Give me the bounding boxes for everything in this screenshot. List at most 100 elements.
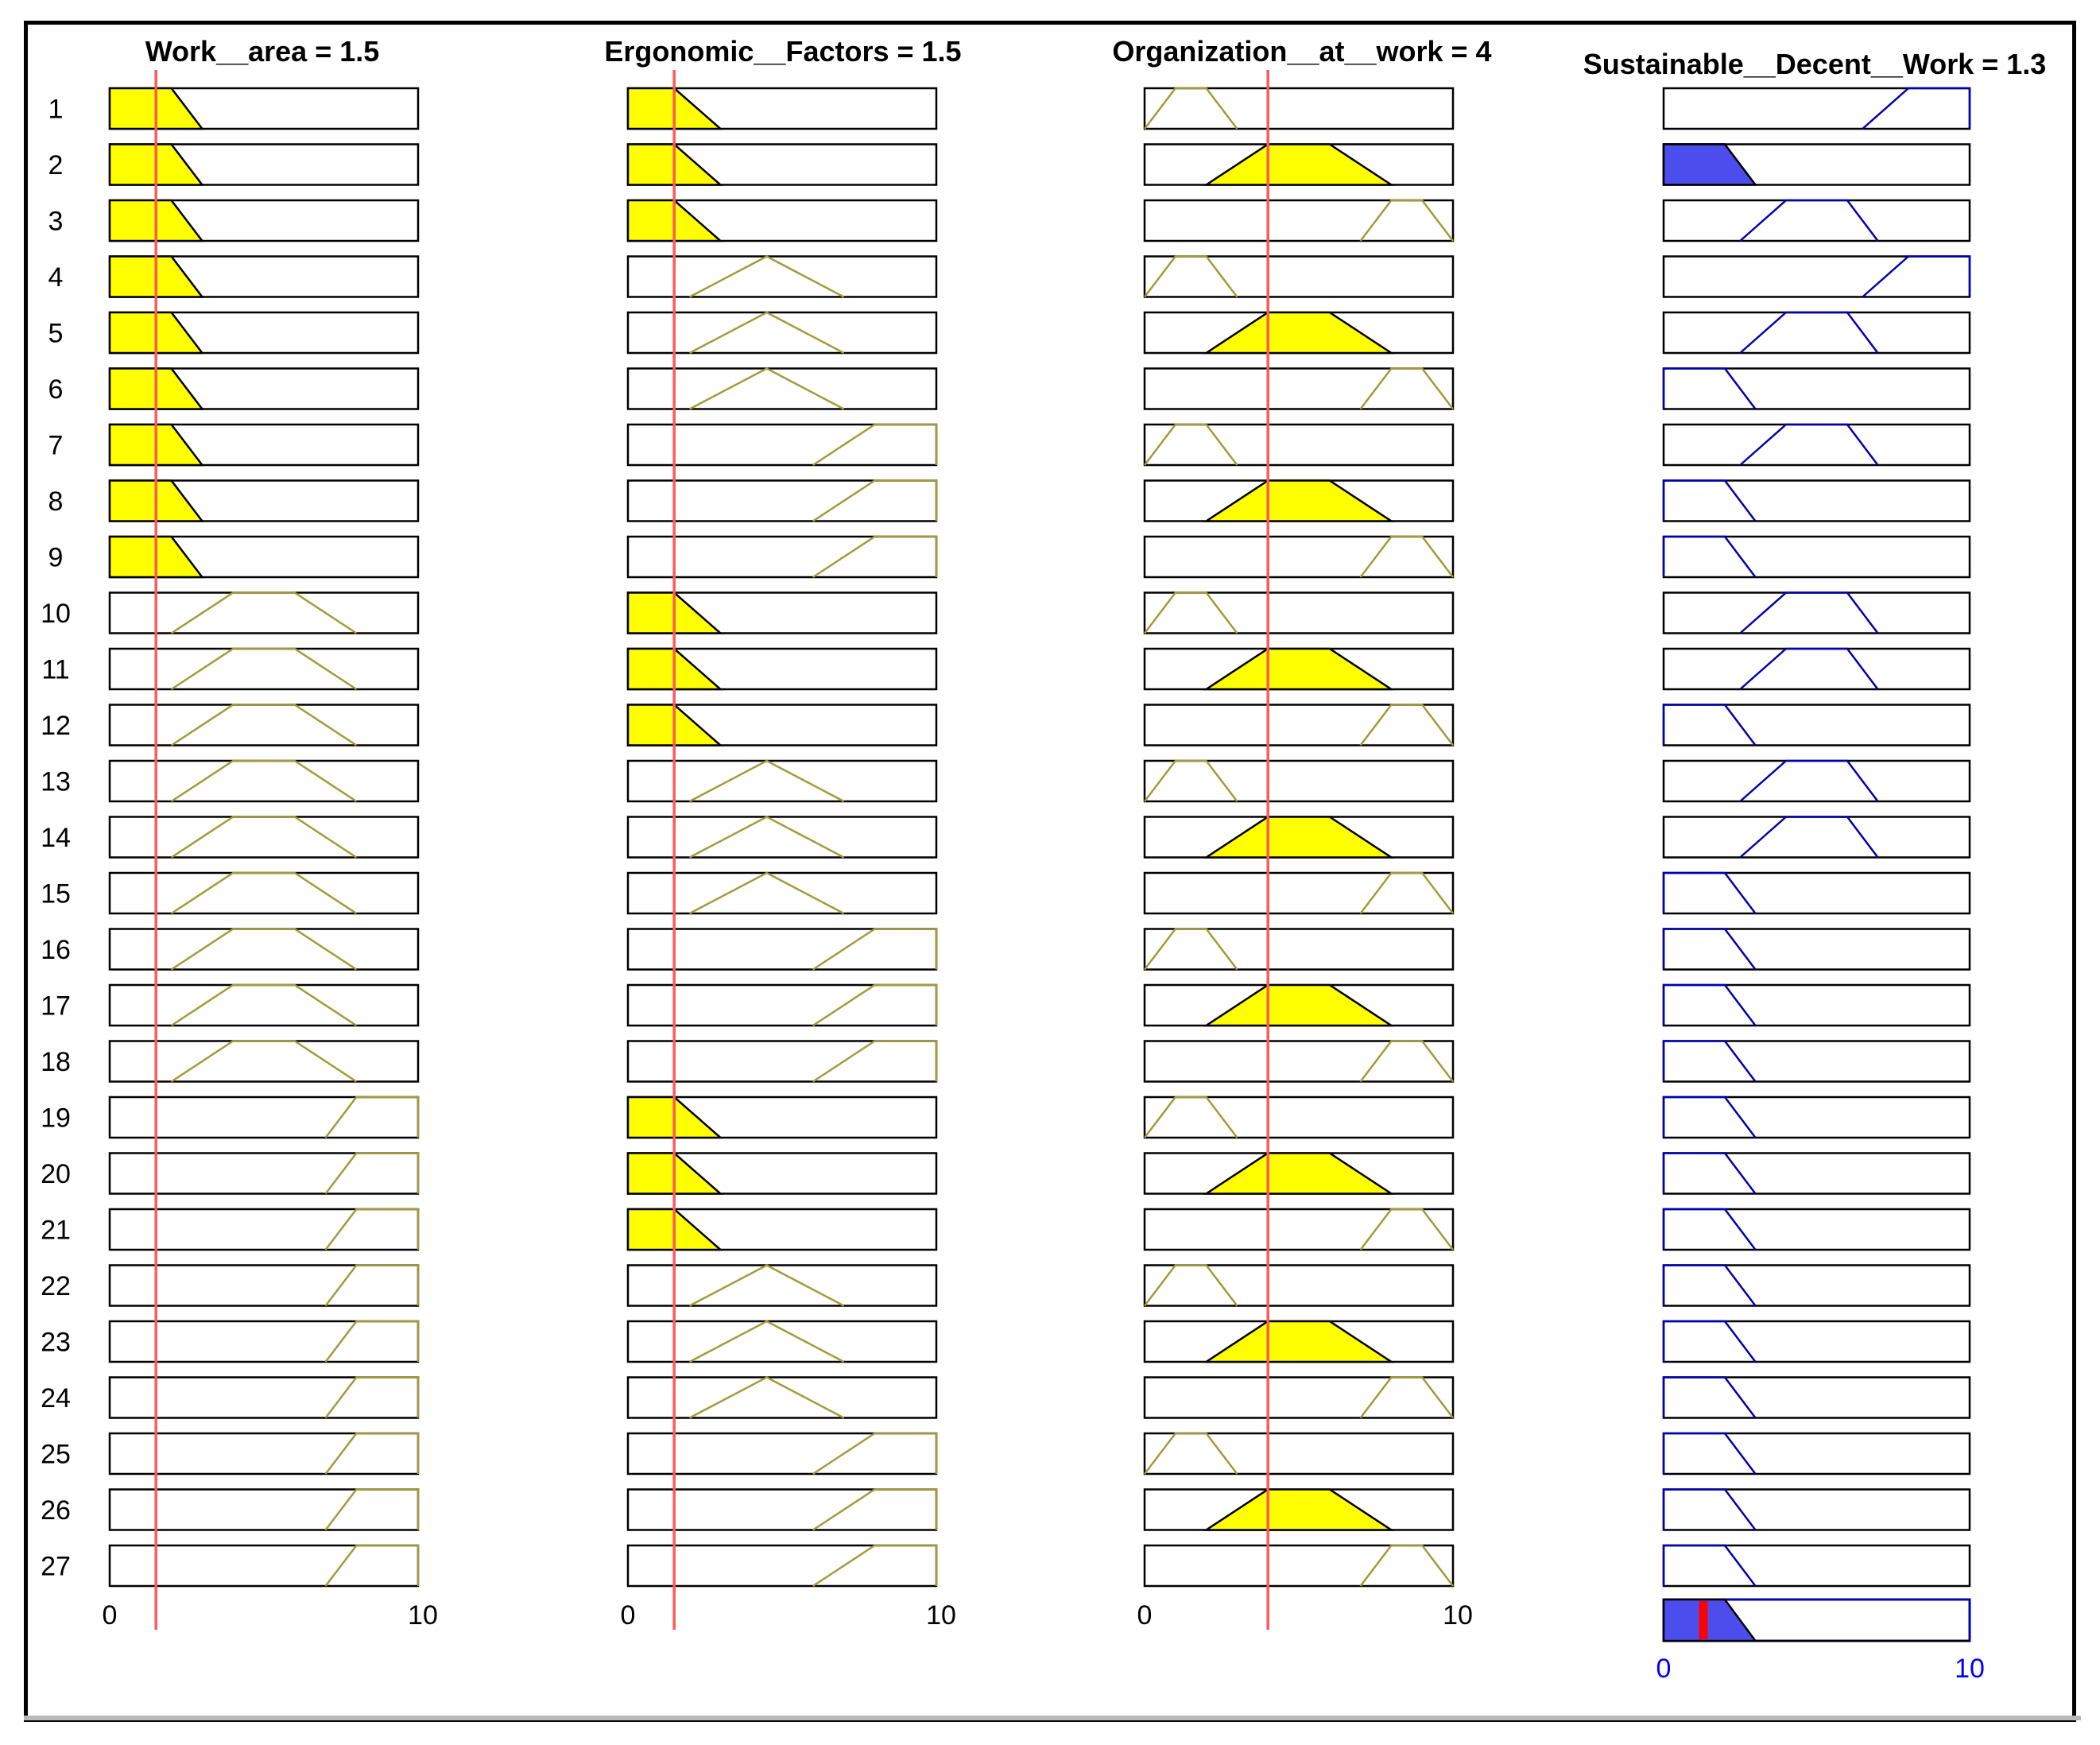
rule-number: 14 — [41, 823, 71, 853]
mf-box — [1662, 1320, 1971, 1363]
mf-box — [1143, 928, 1455, 971]
rule-16-organization__at__work-mf — [1143, 928, 1455, 971]
rule-row-17: 17 — [41, 983, 1971, 1027]
rule-5-work__area-mf — [108, 311, 420, 355]
rule-19-ergonomic__factors-mf — [626, 1095, 938, 1139]
rule-4-work__area-mf — [108, 255, 420, 298]
rule-4-organization__at__work-mf — [1143, 255, 1455, 298]
mf-box — [108, 1152, 420, 1195]
rule-number: 22 — [41, 1271, 71, 1301]
mf-outline — [1739, 199, 1879, 242]
rule-row-3: 3 — [48, 199, 1971, 242]
mf-outline — [1662, 1152, 1757, 1195]
mf-box — [626, 1376, 938, 1419]
rule-row-24: 24 — [41, 1376, 1971, 1419]
mf-box — [1662, 1095, 1971, 1139]
mf-outline — [324, 1095, 420, 1138]
rule-14-ergonomic__factors-mf — [626, 816, 938, 859]
mf-outline — [1144, 591, 1238, 634]
mf-outline — [1662, 1320, 1757, 1363]
rule-26-organization__at__work-mf — [1143, 1488, 1455, 1531]
rule-number: 6 — [48, 374, 64, 405]
rule-row-23: 23 — [41, 1320, 1971, 1363]
mf-outline — [1359, 1208, 1454, 1251]
mf-outline — [689, 367, 845, 410]
rule-6-ergonomic__factors-mf — [626, 367, 938, 410]
rule-number: 21 — [41, 1216, 71, 1246]
mf-outline — [1662, 1208, 1757, 1251]
mf-outline — [324, 1208, 420, 1251]
mf-outline — [689, 871, 845, 915]
rule-24-output-mf — [1662, 1376, 1971, 1419]
mf-outline — [689, 1320, 845, 1363]
mf-activation-fill — [1203, 1488, 1395, 1531]
rule-27-ergonomic__factors-mf — [626, 1544, 938, 1588]
rule-8-ergonomic__factors-mf — [626, 479, 938, 522]
mf-outline — [1662, 535, 1757, 578]
mf-outline — [689, 1264, 845, 1307]
mf-box — [1662, 1040, 1971, 1083]
mf-outline — [1144, 255, 1238, 298]
mf-box — [108, 871, 420, 915]
mf-outline — [170, 1040, 358, 1083]
rules-layer: 1234567891011121314151617181920212223242… — [41, 87, 1971, 1642]
mf-box — [1662, 816, 1971, 859]
mf-box — [1143, 535, 1455, 579]
mf-box — [108, 816, 420, 859]
rule-row-16: 16 — [41, 928, 1971, 971]
mf-box — [1143, 255, 1455, 298]
aggregated-output-area — [1662, 1598, 1970, 1642]
rule-14-work__area-mf — [108, 816, 420, 859]
rule-number: 25 — [41, 1440, 71, 1470]
mf-outline — [689, 1376, 845, 1419]
mf-box — [108, 759, 420, 803]
mf-box — [626, 1264, 938, 1307]
rule-number: 20 — [41, 1159, 71, 1189]
rule-row-10: 10 — [41, 591, 1971, 634]
rule-1-work__area-mf — [108, 87, 420, 130]
mf-box — [1662, 199, 1971, 242]
rule-row-11: 11 — [41, 647, 1971, 691]
rule-12-output-mf — [1662, 704, 1971, 746]
rule-21-organization__at__work-mf — [1143, 1208, 1455, 1251]
mf-box — [1143, 423, 1455, 467]
mf-outline — [1359, 367, 1454, 410]
rule-number: 23 — [41, 1328, 71, 1358]
rule-number: 13 — [41, 767, 71, 797]
mf-outline — [1144, 759, 1238, 802]
tick-min-work__area: 0 — [103, 1600, 118, 1631]
rule-11-output-mf — [1662, 647, 1971, 691]
mf-outline — [1662, 928, 1757, 971]
rule-row-19: 19 — [41, 1095, 1971, 1139]
mf-box — [108, 1320, 420, 1363]
mf-outline — [1662, 704, 1757, 746]
rule-19-output-mf — [1662, 1095, 1971, 1139]
mf-outline — [1359, 1544, 1454, 1587]
rule-5-ergonomic__factors-mf — [626, 311, 938, 355]
mf-outline — [812, 1488, 938, 1531]
mf-outline — [812, 928, 938, 971]
mf-outline — [1862, 255, 1971, 298]
rule-5-organization__at__work-mf — [1143, 311, 1455, 355]
rule-9-work__area-mf — [108, 535, 420, 579]
mf-box — [108, 1264, 420, 1307]
rule-row-25: 25 — [41, 1432, 1971, 1475]
rule-22-output-mf — [1662, 1264, 1971, 1307]
rule-27-organization__at__work-mf — [1143, 1544, 1455, 1588]
mf-outline — [1662, 1544, 1757, 1587]
mf-activation-fill — [1203, 311, 1395, 355]
mf-box — [1662, 255, 1971, 298]
mf-box — [1662, 1376, 1971, 1419]
mf-box — [626, 759, 938, 803]
tick-min-organization__at__work: 0 — [1137, 1600, 1153, 1631]
rule-7-ergonomic__factors-mf — [626, 423, 938, 467]
rule-number: 27 — [41, 1552, 71, 1582]
mf-outline — [1739, 311, 1879, 354]
mf-outline — [1144, 1095, 1238, 1138]
mf-outline — [324, 1152, 420, 1195]
rule-22-organization__at__work-mf — [1143, 1264, 1455, 1307]
mf-outline — [689, 255, 845, 298]
rule-number: 12 — [41, 711, 71, 741]
mf-box — [1143, 704, 1455, 746]
cursor-layer — [154, 70, 1269, 1630]
